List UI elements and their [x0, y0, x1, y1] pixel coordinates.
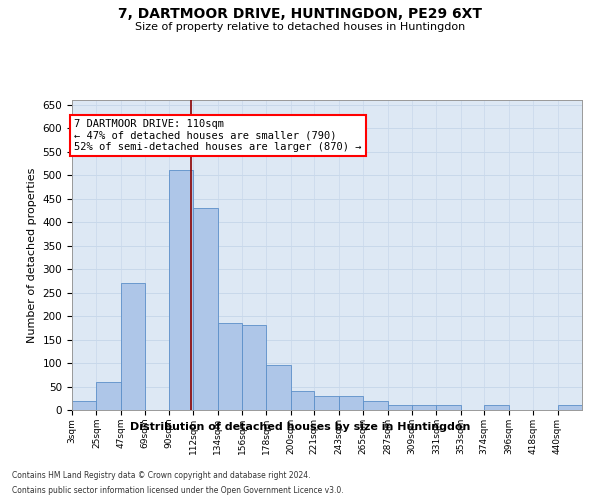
Bar [291, 391, 314, 410]
Bar [436, 406, 461, 410]
Text: Contains HM Land Registry data © Crown copyright and database right 2024.: Contains HM Land Registry data © Crown c… [12, 471, 311, 480]
Bar [242, 326, 266, 410]
Bar [557, 406, 582, 410]
Y-axis label: Number of detached properties: Number of detached properties [27, 168, 37, 342]
Bar [169, 170, 193, 410]
Bar [363, 400, 388, 410]
Text: Distribution of detached houses by size in Huntingdon: Distribution of detached houses by size … [130, 422, 470, 432]
Bar [266, 366, 291, 410]
Bar [97, 382, 121, 410]
Bar [193, 208, 218, 410]
Text: Size of property relative to detached houses in Huntingdon: Size of property relative to detached ho… [135, 22, 465, 32]
Text: 7 DARTMOOR DRIVE: 110sqm
← 47% of detached houses are smaller (790)
52% of semi-: 7 DARTMOOR DRIVE: 110sqm ← 47% of detach… [74, 119, 362, 152]
Bar [314, 396, 338, 410]
Bar [412, 406, 436, 410]
Bar [388, 406, 412, 410]
Bar [72, 400, 97, 410]
Bar [338, 396, 363, 410]
Bar [484, 406, 509, 410]
Text: Contains public sector information licensed under the Open Government Licence v3: Contains public sector information licen… [12, 486, 344, 495]
Bar [218, 323, 242, 410]
Text: 7, DARTMOOR DRIVE, HUNTINGDON, PE29 6XT: 7, DARTMOOR DRIVE, HUNTINGDON, PE29 6XT [118, 8, 482, 22]
Bar [121, 283, 145, 410]
